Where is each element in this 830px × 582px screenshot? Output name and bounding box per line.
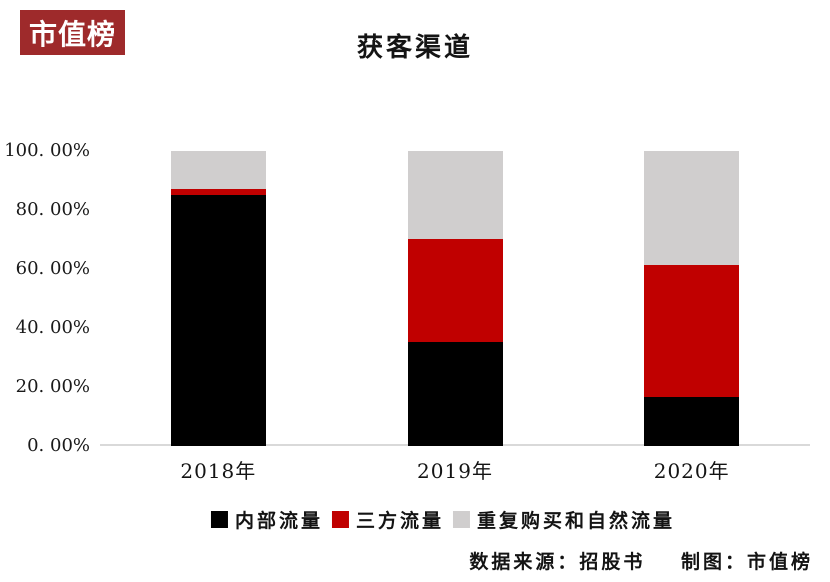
legend-swatch-icon	[210, 511, 228, 528]
legend-swatch-icon	[331, 511, 349, 528]
data-source-label: 数据来源：招股书	[469, 551, 646, 573]
chart-title: 获客渠道	[356, 33, 473, 63]
y-tick-label: 80. 00%	[15, 199, 90, 220]
plot-area	[100, 151, 810, 446]
bar-segment-重复购买和自然流量	[170, 151, 266, 190]
bar-slot	[337, 151, 574, 446]
brand-logo: 市值榜	[20, 10, 126, 55]
bar-slot	[573, 151, 810, 446]
legend-item-重复购买和自然流量: 重复购买和自然流量	[453, 506, 675, 533]
legend-label: 三方流量	[355, 510, 445, 532]
stacked-bar-2020年	[644, 151, 740, 446]
legend-item-内部流量: 内部流量	[210, 506, 323, 533]
bar-segment-内部流量	[407, 341, 503, 446]
bar-segment-重复购买和自然流量	[407, 151, 503, 239]
x-tick-label: 2018年	[180, 459, 257, 483]
bars-row	[100, 151, 810, 446]
bar-segment-内部流量	[644, 397, 740, 446]
y-tick-label: 40. 00%	[15, 317, 90, 338]
y-axis: 100. 00% 80. 00% 60. 00% 40. 00% 20. 00% 0. 0…	[0, 141, 90, 456]
bar-segment-三方流量	[170, 189, 266, 195]
x-tick-label: 2020年	[653, 459, 730, 483]
bar-segment-重复购买和自然流量	[644, 151, 740, 265]
y-tick-label: 60. 00%	[15, 258, 90, 279]
stacked-bar-2019年	[407, 151, 503, 446]
legend-item-三方流量: 三方流量	[331, 506, 445, 533]
y-tick-label: 0. 00%	[27, 435, 90, 456]
chart-credit-label: 制图：市值榜	[680, 551, 813, 573]
stacked-bar-2018年	[170, 151, 266, 446]
bar-segment-三方流量	[407, 238, 503, 342]
legend-label: 内部流量	[234, 510, 323, 532]
legend: 内部流量 三方流量 重复购买和自然流量	[210, 506, 675, 533]
legend-swatch-icon	[453, 511, 471, 528]
bar-segment-三方流量	[644, 264, 740, 398]
y-tick-label: 20. 00%	[15, 376, 90, 397]
bar-slot	[100, 151, 337, 446]
bar-segment-内部流量	[170, 194, 266, 446]
footer: 数据来源：招股书 制图：市值榜	[469, 547, 813, 574]
legend-label: 重复购买和自然流量	[477, 510, 676, 532]
x-axis-labels: 2018年 2019年 2020年	[100, 455, 810, 484]
y-tick-label: 100. 00%	[4, 140, 90, 161]
x-tick-label: 2019年	[417, 459, 493, 483]
